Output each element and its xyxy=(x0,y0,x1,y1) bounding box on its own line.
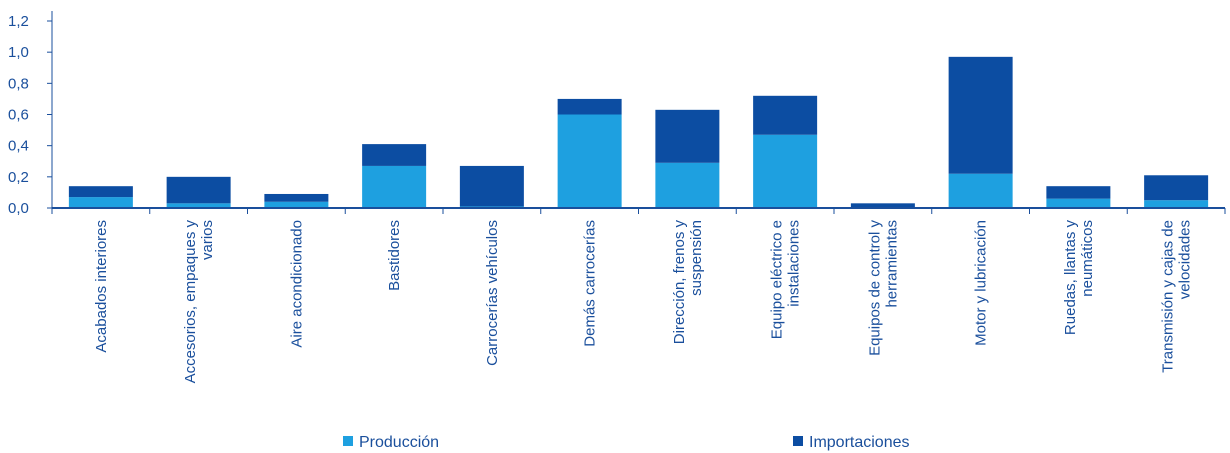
bar-produccion xyxy=(948,173,1013,208)
bars xyxy=(68,56,1209,208)
x-category-label: Aire acondicionado xyxy=(288,220,305,348)
y-tick-label: 0,8 xyxy=(8,75,29,92)
x-axis: Acabados interiores Accesorios, empaques … xyxy=(51,207,1226,384)
bar-importaciones xyxy=(557,98,622,115)
legend: Producción Importaciones xyxy=(343,434,910,451)
bar-importaciones xyxy=(68,186,133,198)
x-category-label: Bastidores xyxy=(386,220,403,291)
x-category-label: Ruedas, llantas yneumáticos xyxy=(1062,220,1096,336)
y-tick-label: 0,2 xyxy=(8,169,29,186)
legend-swatch xyxy=(343,436,353,446)
bar-importaciones xyxy=(948,56,1013,174)
y-axis: 0,0 0,2 0,4 0,6 0,8 1,0 1,2 xyxy=(8,11,53,217)
legend-label: Importaciones xyxy=(809,434,910,451)
x-category-label: Equipos de control yherramientas xyxy=(866,220,900,356)
x-category-label: Transmisión y cajas develocidades xyxy=(1160,220,1194,373)
bar-produccion xyxy=(264,201,329,208)
x-category-label: Acabados interiores xyxy=(93,220,110,353)
bar-produccion xyxy=(362,165,427,208)
x-category-label: Motor y lubricación xyxy=(973,220,990,346)
x-category-label: Carrocerías vehículos xyxy=(484,220,501,366)
bar-produccion xyxy=(68,197,133,208)
bar-importaciones xyxy=(753,95,818,135)
y-tick-label: 0,6 xyxy=(8,107,29,124)
bar-importaciones xyxy=(459,165,524,207)
x-category-label: Dirección, frenos ysuspensión xyxy=(671,220,705,345)
bar-importaciones xyxy=(1144,175,1209,201)
bar-produccion xyxy=(557,114,622,208)
bar-importaciones xyxy=(264,193,329,202)
x-category-label: Accesorios, empaques yvarios xyxy=(182,220,216,384)
legend-label: Producción xyxy=(359,434,439,451)
y-tick-label: 0,0 xyxy=(8,200,29,217)
x-category-label: Demás carrocerías xyxy=(582,220,599,347)
y-tick-label: 1,2 xyxy=(8,13,29,30)
bar-importaciones xyxy=(850,203,915,208)
bar-importaciones xyxy=(655,109,720,163)
bar-produccion xyxy=(166,203,231,208)
y-tick-label: 0,4 xyxy=(8,138,29,155)
bar-importaciones xyxy=(1046,186,1111,199)
legend-swatch xyxy=(793,436,803,446)
bar-importaciones xyxy=(362,144,427,166)
bar-produccion xyxy=(753,134,818,208)
bar-produccion xyxy=(655,162,720,208)
x-category-label: Equipo eléctrico einstalaciones xyxy=(769,220,803,339)
y-tick-label: 1,0 xyxy=(8,44,29,61)
bar-produccion xyxy=(1046,198,1111,208)
bar-produccion xyxy=(1144,200,1209,208)
bar-importaciones xyxy=(166,176,231,204)
